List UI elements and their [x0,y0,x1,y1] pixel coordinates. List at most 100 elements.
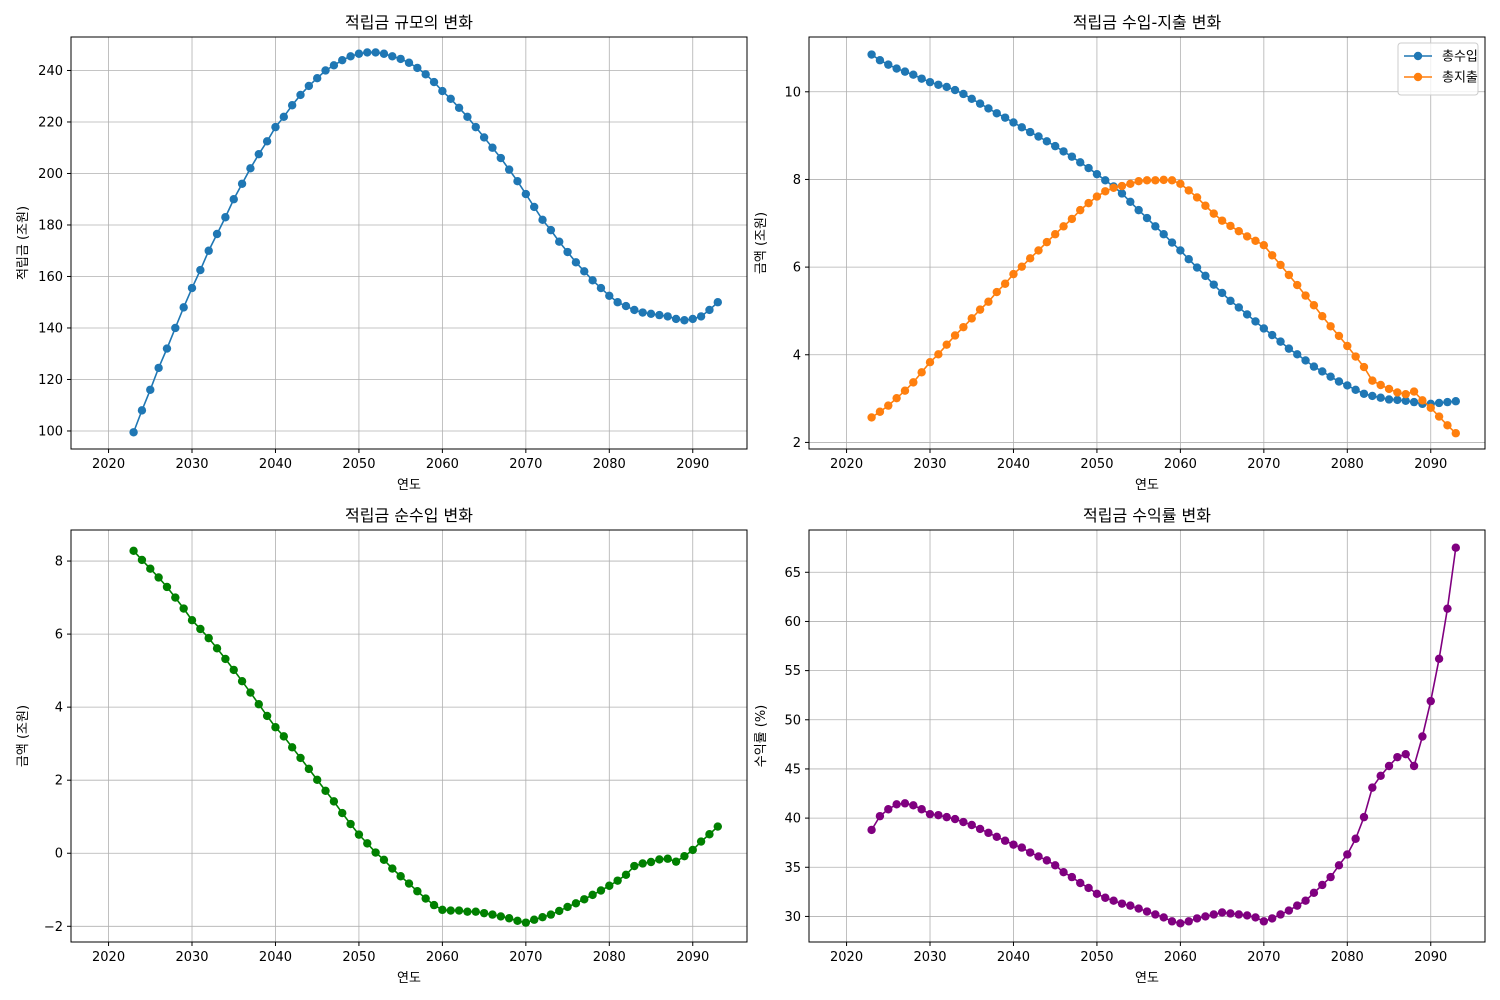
data-point [446,906,455,915]
data-point [1434,654,1444,664]
data-point [287,101,297,110]
data-point [688,845,697,855]
x-tick-label: 2040 [997,457,1030,472]
data-point [271,723,280,732]
data-point [875,56,885,65]
data-point [892,393,901,403]
y-tick-label: 6 [55,628,63,643]
data-point [396,54,405,64]
data-point [713,822,722,831]
x-axis-label: 연도 [397,478,421,493]
data-point [438,905,447,915]
legend-marker [1413,72,1423,82]
data-point [1134,177,1143,186]
data-point [1443,604,1452,613]
data-point [1034,132,1043,141]
data-point [605,291,614,300]
data-point [1418,732,1427,741]
data-point [1217,288,1227,298]
data-point [696,312,706,321]
y-axis-label: 금액 (조원) [754,212,769,274]
y-axis-label: 수익률 (%) [754,705,769,768]
data-point [1209,209,1218,218]
data-point [304,81,314,91]
data-point [1217,908,1227,917]
data-point [513,916,522,926]
x-tick-label: 2070 [1247,950,1280,965]
data-point [967,94,976,104]
data-point [688,314,697,324]
x-tick-label: 2050 [1080,950,1113,965]
y-tick-label: 2 [793,436,801,451]
data-point [1384,384,1394,394]
data-point [1000,279,1010,288]
data-point [154,363,163,373]
series-line-총수입 [871,53,1456,405]
data-point [1117,189,1127,198]
data-point [1109,896,1118,905]
axes-frame [70,529,748,943]
x-axis-label: 연도 [397,971,421,986]
legend-label: 총수입 [1442,50,1478,65]
data-point [312,74,322,83]
data-point [984,104,993,113]
x-axis-label: 연도 [1135,478,1159,493]
data-point [934,350,943,359]
data-point [162,582,172,592]
data-point [655,855,664,864]
data-point [1276,337,1285,346]
data-point [992,287,1001,297]
data-point [992,832,1001,841]
data-point [696,837,706,846]
data-point [413,63,422,73]
data-point [630,861,639,871]
data-point [471,907,480,916]
data-point [900,799,910,808]
data-point [1267,330,1277,340]
data-point [371,48,380,57]
data-point [992,109,1001,118]
data-point [254,700,263,709]
data-point [1059,867,1068,877]
data-point [1209,280,1218,289]
data-point [1184,255,1193,264]
data-point [1426,696,1435,706]
data-point [1167,176,1177,185]
data-point [555,906,564,916]
data-point [638,859,647,868]
data-point [1326,372,1335,381]
data-point [1326,872,1335,882]
y-tick-label: 120 [38,373,63,388]
data-point [1117,181,1127,191]
data-point [1259,240,1269,250]
data-point [1192,263,1202,272]
data-point [1318,311,1327,321]
data-point [296,753,305,763]
data-point [196,624,205,634]
x-tick-label: 2020 [830,457,863,472]
data-point [271,122,280,132]
data-point [1409,761,1419,771]
data-point [396,872,405,881]
y-tick-label: 100 [38,424,63,439]
data-point [1234,303,1244,312]
data-point [892,64,901,73]
y-tick-label: 0 [55,847,63,862]
data-point [555,237,564,246]
data-point [187,283,197,293]
data-point [171,323,180,333]
data-point [1126,179,1135,189]
data-point [1409,397,1419,407]
y-tick-label: 2 [55,774,63,789]
x-tick-label: 2020 [92,457,125,472]
chart-title: 적립금 수입-지출 변화 [1073,13,1222,32]
axes-frame [808,36,1486,450]
data-point [179,604,188,613]
data-point [1101,893,1110,902]
data-point [1025,848,1035,857]
data-point [909,801,918,810]
data-point [1084,163,1093,173]
data-point [262,137,272,146]
data-point [538,215,547,225]
